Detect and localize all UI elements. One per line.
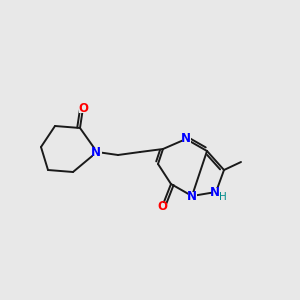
Bar <box>79 103 88 112</box>
Text: O: O <box>157 200 167 214</box>
Bar <box>188 191 196 200</box>
Text: N: N <box>187 190 197 202</box>
Text: N: N <box>210 185 220 199</box>
Text: N: N <box>91 146 101 158</box>
Bar <box>212 188 220 196</box>
Text: N: N <box>181 133 191 146</box>
Bar <box>182 134 190 143</box>
Text: O: O <box>78 101 88 115</box>
Bar <box>158 202 166 211</box>
Text: H: H <box>219 192 227 202</box>
Bar <box>92 148 101 157</box>
